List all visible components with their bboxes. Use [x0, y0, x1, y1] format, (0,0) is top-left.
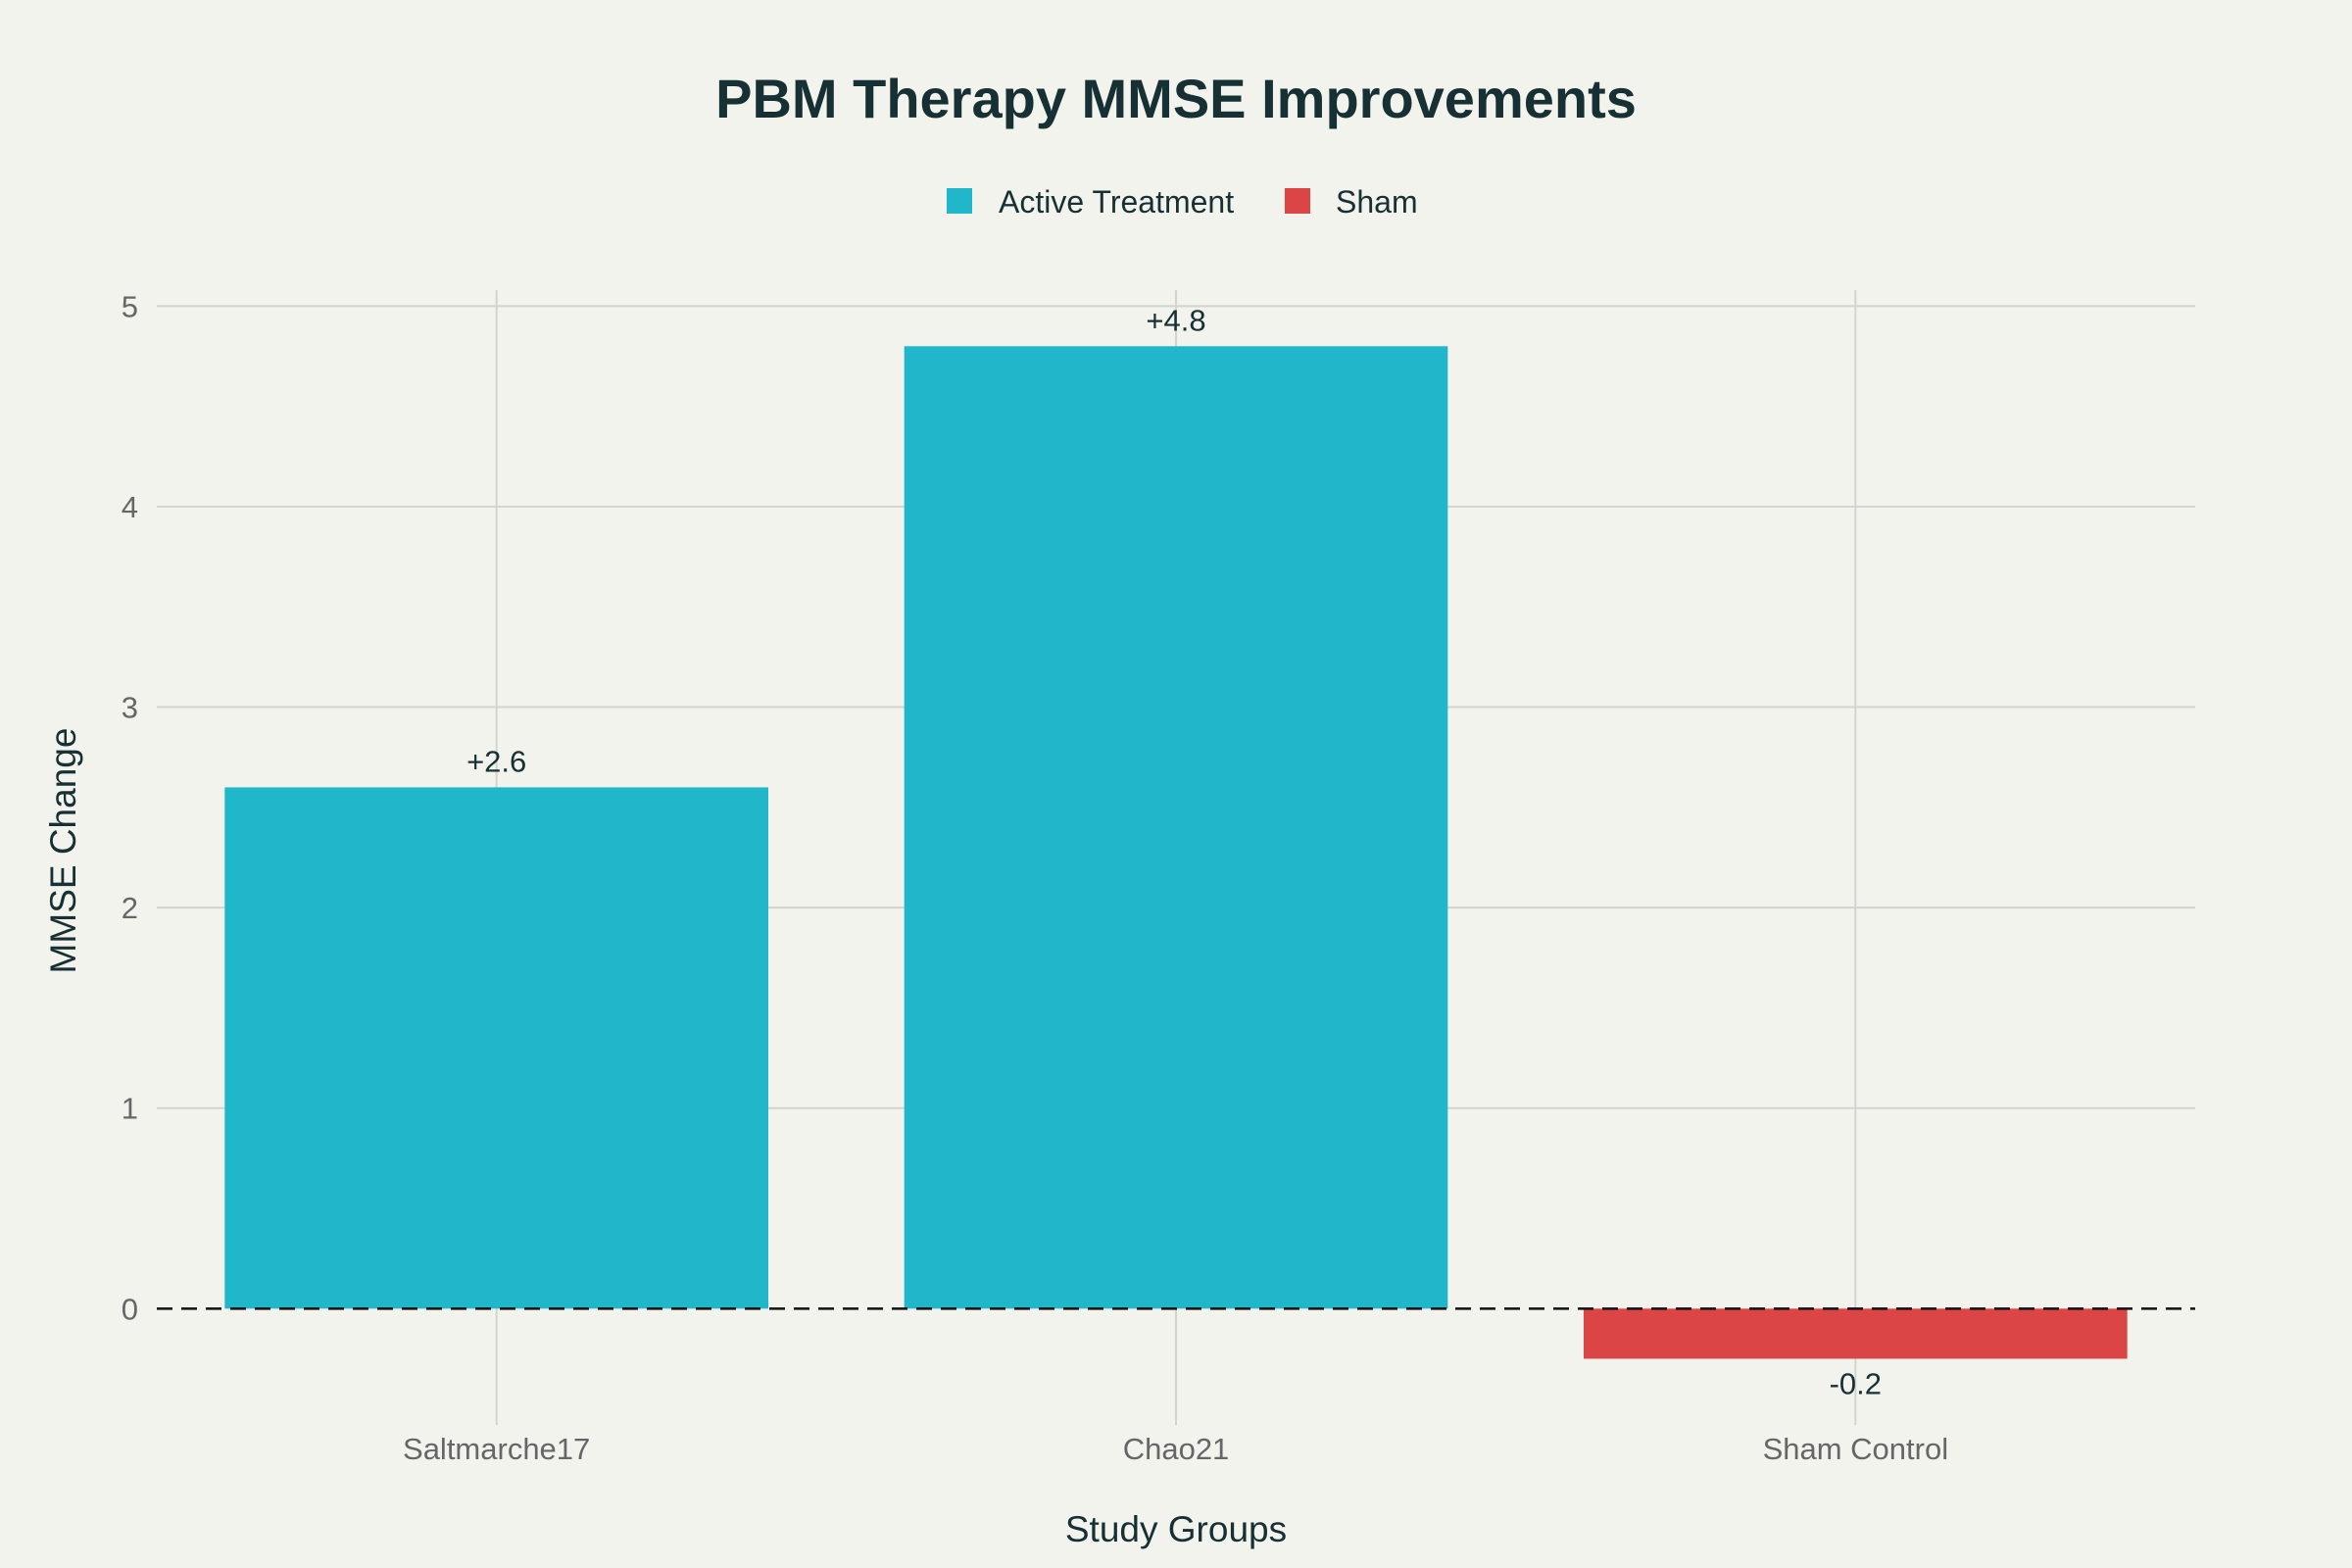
legend-swatch-active-treatment — [947, 188, 972, 214]
y-axis-title: MMSE Change — [43, 728, 83, 974]
bar-2 — [1584, 1308, 2128, 1359]
x-tick-label-1: Chao21 — [1123, 1432, 1230, 1466]
data-label-2: -0.2 — [1830, 1366, 1882, 1400]
legend-label-sham: Sham — [1336, 184, 1418, 220]
legend-swatch-sham — [1285, 188, 1310, 214]
y-tick-label-4: 4 — [122, 490, 138, 524]
x-tick-label-0: Saltmarche17 — [403, 1432, 590, 1466]
data-label-0: +2.6 — [466, 744, 526, 778]
x-tick-label-2: Sham Control — [1763, 1432, 1949, 1466]
y-tick-label-3: 3 — [122, 691, 138, 725]
data-label-1: +4.8 — [1146, 303, 1205, 337]
y-tick-label-0: 0 — [122, 1292, 138, 1326]
x-axis-ticks: Saltmarche17 Chao21 Sham Control — [403, 1432, 1948, 1466]
bar-0 — [224, 787, 769, 1309]
y-axis-ticks: 0 1 2 3 4 5 — [122, 289, 138, 1326]
bars — [224, 346, 2128, 1359]
x-axis-title: Study Groups — [1065, 1509, 1287, 1549]
legend-label-active-treatment: Active Treatment — [999, 184, 1234, 220]
chart-title: PBM Therapy MMSE Improvements — [715, 68, 1637, 129]
y-tick-label-1: 1 — [122, 1092, 138, 1126]
y-tick-label-5: 5 — [122, 289, 138, 323]
data-labels: +2.6 +4.8 -0.2 — [466, 303, 1882, 1400]
bar-1 — [904, 346, 1448, 1309]
legend: Active Treatment Sham — [947, 184, 1418, 220]
y-tick-label-2: 2 — [122, 891, 138, 925]
